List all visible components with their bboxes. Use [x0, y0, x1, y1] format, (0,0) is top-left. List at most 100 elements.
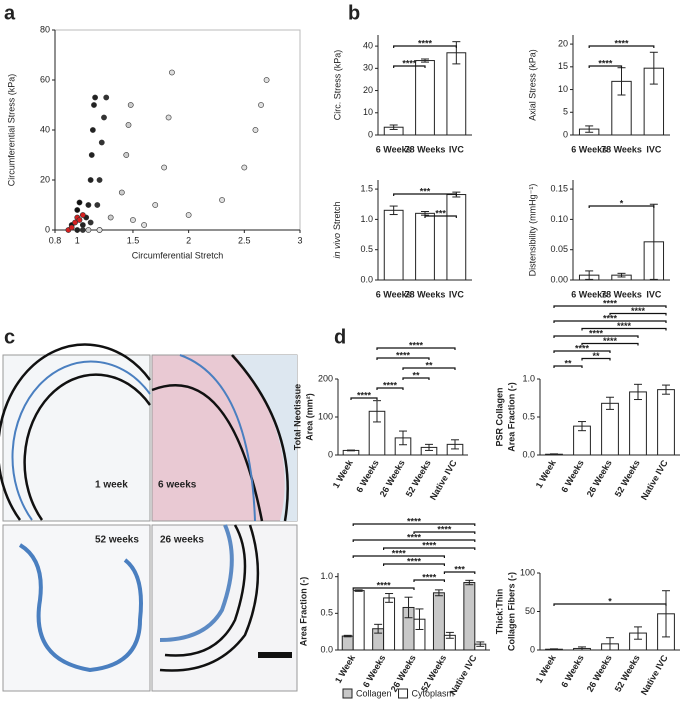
- significance-bracket: [588, 45, 655, 48]
- tissue: [159, 524, 234, 642]
- x-tick-label: 6 Weeks: [376, 289, 412, 299]
- x-tick-label: 6 Weeks: [376, 144, 412, 154]
- y-axis-label: Area (mm²): [304, 393, 314, 441]
- significance-bracket: [424, 215, 457, 218]
- significance-label: ****: [631, 306, 646, 316]
- x-tick-label: 0.8: [49, 235, 62, 245]
- y-tick-label: 50: [525, 606, 535, 616]
- outline: [151, 384, 264, 522]
- x-tick-label: IVC: [449, 144, 465, 154]
- x-tick-label: 1.5: [127, 235, 140, 245]
- data-point: [118, 189, 125, 196]
- x-tick-label: IVC: [449, 289, 465, 299]
- y-tick-label: 0.0: [360, 274, 373, 284]
- x-tick-label: 6 Weeks: [571, 289, 607, 299]
- y-tick-label: 0.0: [320, 644, 333, 654]
- y-tick-label: 0.15: [550, 183, 568, 193]
- data-point: [152, 202, 159, 208]
- data-point: [96, 227, 103, 233]
- y-tick-label: 15: [558, 61, 568, 71]
- y-axis-label: Area Fraction (-): [506, 382, 516, 452]
- significance-bracket: [376, 347, 456, 350]
- y-tick-label: 1.0: [360, 214, 373, 224]
- y-tick-label: 10: [363, 107, 373, 117]
- x-axis-label: Circumferential Stretch: [132, 250, 224, 260]
- significance-bracket: [443, 571, 476, 574]
- significance-bracket: [553, 603, 667, 606]
- data-point: [219, 197, 225, 203]
- significance-label: ****: [357, 390, 372, 400]
- y-tick-label: 0: [368, 129, 373, 139]
- significance-label: ****: [598, 58, 613, 68]
- significance-bracket: [553, 350, 611, 353]
- significance-bracket: [393, 193, 457, 196]
- significance-label: ****: [409, 340, 424, 350]
- outline: [179, 354, 256, 522]
- y-tick-label: 0: [45, 224, 50, 234]
- data-point: [94, 202, 101, 208]
- data-point: [127, 102, 134, 108]
- legend-swatch: [342, 688, 353, 699]
- y-axis-label: Thick:Thin: [494, 589, 504, 635]
- x-tick-label: 6 Weeks: [571, 144, 607, 154]
- data-point: [85, 202, 92, 208]
- x-tick-label: Native IVC: [428, 458, 459, 502]
- significance-bracket: [352, 523, 476, 526]
- outline: [164, 524, 247, 657]
- significance-bracket: [350, 397, 378, 400]
- x-tick-label: 52 Weeks: [613, 653, 642, 693]
- y-tick-label: 30: [363, 63, 373, 73]
- data-point: [74, 207, 81, 213]
- y-tick-label: 20: [558, 38, 568, 48]
- y-tick-label: 100: [318, 411, 333, 421]
- data-point: [161, 164, 168, 171]
- bar: [629, 391, 647, 456]
- y-axis-label: Total Neotissue: [292, 384, 302, 450]
- y-tick-label: 1.5: [360, 183, 373, 193]
- significance-bracket: [553, 320, 667, 323]
- data-point: [79, 222, 86, 228]
- y-axis-label: Area Fraction (-): [298, 577, 308, 647]
- y-tick-label: 0: [563, 129, 568, 139]
- data-point: [107, 214, 114, 221]
- data-point: [76, 199, 83, 206]
- y-tick-label: 0.5: [522, 411, 535, 421]
- y-tick-label: 40: [40, 124, 50, 134]
- bar: [415, 212, 435, 281]
- data-point: [130, 217, 136, 223]
- y-tick-label: 100: [520, 567, 535, 577]
- outline: [231, 354, 289, 522]
- x-tick-label: 1 Week: [534, 457, 559, 490]
- tissue: [235, 355, 297, 521]
- significance-label: ****: [377, 580, 392, 590]
- significance-bracket: [413, 531, 476, 534]
- significance-bracket: [393, 65, 426, 68]
- data-point: [169, 69, 175, 76]
- data-point: [98, 139, 105, 146]
- significance-label: ****: [617, 321, 632, 331]
- bar: [657, 389, 675, 456]
- x-tick-label: 78 Weeks: [601, 144, 642, 154]
- legend-swatch: [398, 688, 409, 699]
- x-tick-label: 1 Week: [333, 652, 358, 685]
- y-axis-label: Collagen Fibers (-): [506, 572, 516, 651]
- panel-label: d: [334, 326, 346, 348]
- significance-label: **: [412, 370, 420, 380]
- y-tick-label: 5: [563, 107, 568, 117]
- y-tick-label: 10: [558, 84, 568, 94]
- significance-bracket: [376, 387, 404, 390]
- outline: [23, 373, 152, 521]
- significance-bracket: [609, 312, 667, 316]
- micrograph-label: 6 weeks: [158, 480, 197, 491]
- bar: [341, 635, 354, 651]
- significance-label: ****: [392, 548, 407, 558]
- data-point: [91, 102, 97, 108]
- bar: [432, 592, 445, 651]
- significance-bracket: [581, 357, 611, 361]
- data-point: [263, 77, 270, 83]
- significance-label: ****: [422, 572, 437, 582]
- significance-bracket: [413, 579, 445, 582]
- significance-label: ****: [418, 38, 433, 48]
- y-tick-label: 20: [363, 85, 373, 95]
- data-point: [88, 152, 95, 158]
